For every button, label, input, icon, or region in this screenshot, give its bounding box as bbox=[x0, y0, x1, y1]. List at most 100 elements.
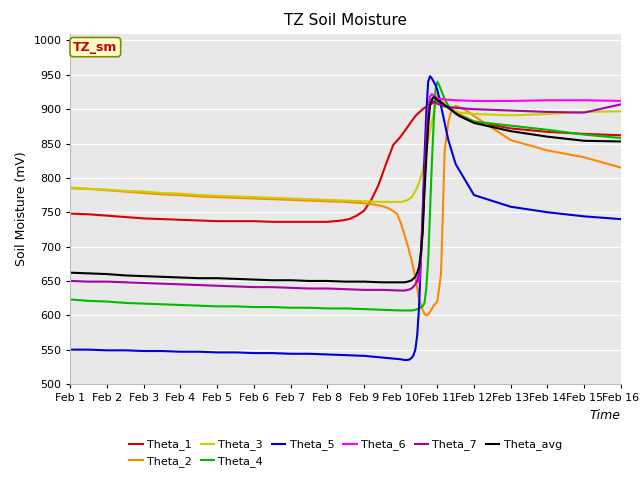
Theta_4 bbox=[323, 306, 331, 312]
Theta_6 bbox=[441, 96, 449, 102]
Theta_4 bbox=[158, 301, 166, 307]
Theta_7 bbox=[426, 101, 434, 107]
Theta_4 bbox=[433, 79, 441, 84]
Theta_3 bbox=[441, 101, 449, 107]
Theta_5 bbox=[122, 348, 129, 353]
Theta_1 bbox=[448, 108, 456, 113]
Theta_4 bbox=[415, 306, 423, 312]
Theta_1 bbox=[375, 182, 383, 188]
Theta_avg bbox=[430, 94, 438, 100]
Theta_5 bbox=[342, 352, 349, 358]
Theta_4 bbox=[342, 306, 349, 312]
Theta_5 bbox=[431, 82, 439, 88]
Theta_2 bbox=[140, 190, 148, 196]
Theta_4 bbox=[122, 300, 129, 306]
Theta_5 bbox=[195, 349, 203, 355]
Theta_avg bbox=[195, 276, 203, 281]
Theta_6 bbox=[433, 96, 441, 101]
Theta_1 bbox=[412, 113, 419, 119]
Theta_6 bbox=[507, 98, 515, 104]
Theta_4 bbox=[213, 303, 221, 309]
Theta_3 bbox=[412, 189, 419, 194]
Theta_4 bbox=[195, 303, 203, 309]
Theta_3 bbox=[408, 194, 415, 200]
Theta_avg bbox=[287, 277, 294, 283]
Theta_3 bbox=[342, 198, 349, 204]
Theta_4 bbox=[85, 298, 93, 304]
Theta_2 bbox=[507, 137, 515, 143]
Theta_4 bbox=[543, 127, 551, 132]
Theta_2 bbox=[213, 194, 221, 200]
Theta_avg bbox=[428, 96, 436, 102]
Theta_5 bbox=[445, 137, 452, 143]
Theta_2 bbox=[437, 271, 445, 277]
Theta_7 bbox=[67, 278, 74, 284]
Theta_avg bbox=[158, 274, 166, 280]
Theta_1 bbox=[470, 119, 478, 124]
Theta_1 bbox=[305, 219, 313, 225]
Theta_avg bbox=[617, 139, 625, 144]
Theta_5 bbox=[360, 353, 368, 359]
Theta_avg bbox=[417, 251, 425, 256]
Theta_1 bbox=[268, 219, 276, 225]
Line: Theta_5: Theta_5 bbox=[70, 76, 621, 360]
Theta_avg bbox=[448, 108, 456, 113]
Theta_2 bbox=[268, 196, 276, 202]
Theta_3 bbox=[158, 190, 166, 196]
Theta_2 bbox=[580, 155, 588, 160]
Theta_5 bbox=[103, 348, 111, 353]
Theta_2 bbox=[419, 307, 426, 312]
Theta_5 bbox=[140, 348, 148, 354]
Title: TZ Soil Moisture: TZ Soil Moisture bbox=[284, 13, 407, 28]
Theta_avg bbox=[122, 273, 129, 278]
Theta_5 bbox=[287, 351, 294, 357]
Theta_7 bbox=[430, 99, 438, 105]
Theta_3 bbox=[422, 147, 430, 153]
Theta_avg bbox=[342, 279, 349, 285]
Theta_1 bbox=[331, 218, 339, 224]
Theta_3 bbox=[323, 197, 331, 203]
Theta_6 bbox=[428, 91, 436, 97]
Theta_avg bbox=[426, 103, 434, 108]
Theta_5 bbox=[410, 352, 417, 358]
Theta_2 bbox=[158, 192, 166, 197]
Theta_4 bbox=[360, 306, 368, 312]
Theta_7 bbox=[617, 101, 625, 107]
Theta_7 bbox=[85, 279, 93, 285]
Theta_1 bbox=[353, 213, 360, 218]
Theta_4 bbox=[617, 135, 625, 141]
Theta_2 bbox=[386, 206, 394, 212]
Theta_avg bbox=[408, 277, 415, 283]
Theta_7 bbox=[378, 287, 386, 293]
Theta_5 bbox=[428, 75, 436, 81]
Theta_2 bbox=[408, 257, 415, 263]
Theta_7 bbox=[441, 104, 449, 109]
Theta_4 bbox=[378, 307, 386, 312]
Line: Theta_avg: Theta_avg bbox=[70, 97, 621, 282]
Theta_6 bbox=[424, 106, 432, 112]
Theta_7 bbox=[250, 284, 258, 290]
Theta_3 bbox=[415, 180, 423, 186]
Theta_avg bbox=[323, 278, 331, 284]
Theta_1 bbox=[397, 134, 404, 140]
Line: Theta_6: Theta_6 bbox=[419, 94, 621, 282]
Theta_5 bbox=[441, 120, 449, 126]
Theta_3 bbox=[67, 185, 74, 191]
Theta_avg bbox=[580, 138, 588, 144]
Theta_2 bbox=[287, 197, 294, 203]
Theta_avg bbox=[413, 270, 421, 276]
Theta_avg bbox=[415, 264, 423, 270]
Theta_1 bbox=[103, 213, 111, 218]
Theta_5 bbox=[470, 192, 478, 198]
Theta_2 bbox=[430, 303, 438, 309]
Theta_3 bbox=[401, 198, 408, 204]
Theta_7 bbox=[103, 279, 111, 285]
Theta_5 bbox=[177, 349, 184, 355]
Theta_7 bbox=[195, 282, 203, 288]
Theta_6 bbox=[452, 97, 460, 103]
Theta_4 bbox=[412, 307, 419, 312]
Theta_7 bbox=[580, 110, 588, 116]
Theta_4 bbox=[232, 303, 239, 309]
Theta_2 bbox=[371, 202, 379, 207]
Theta_7 bbox=[415, 271, 423, 277]
